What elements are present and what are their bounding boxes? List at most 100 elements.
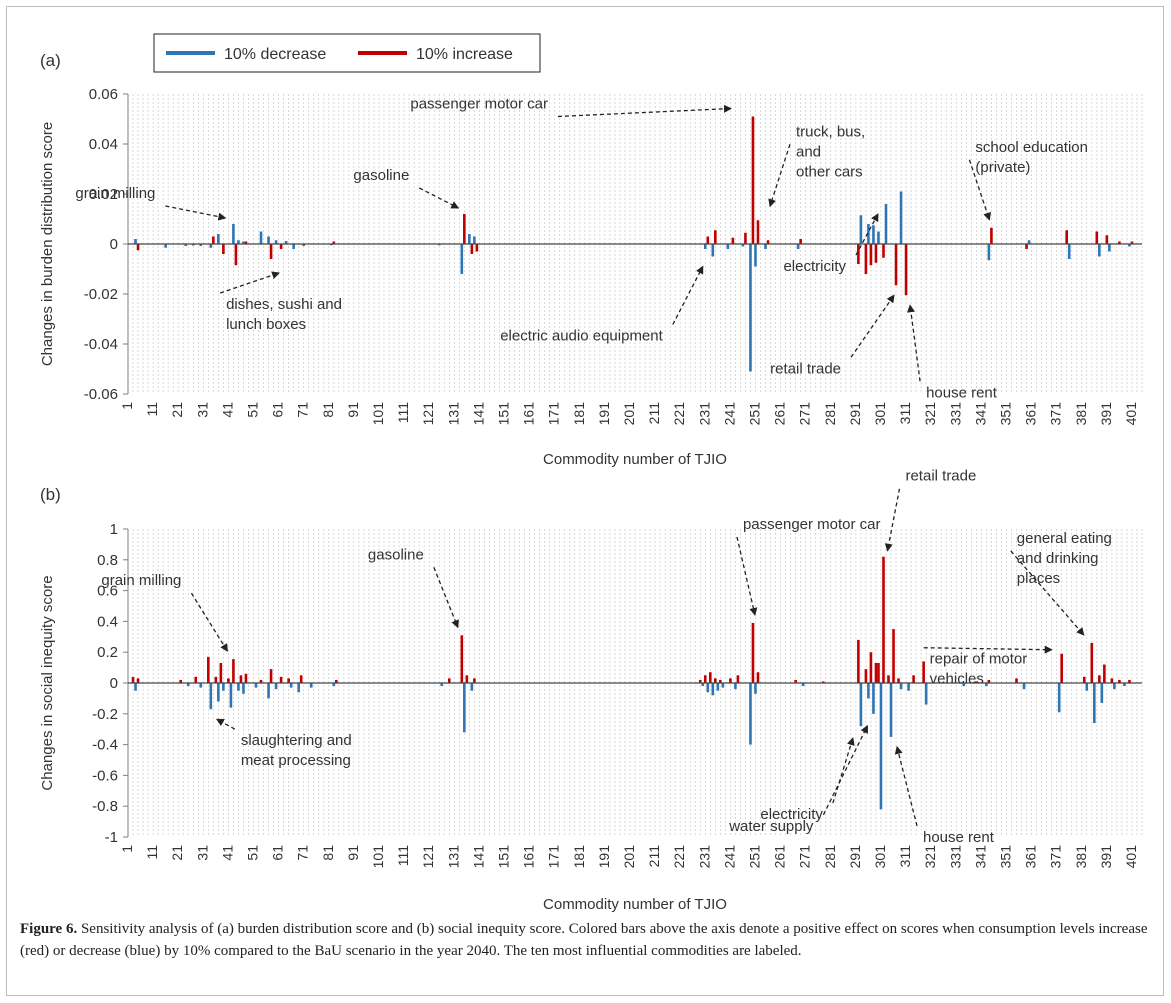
y-tick-label: 0.2 [97, 644, 118, 661]
bar [279, 676, 283, 683]
y-tick-label: -0.8 [92, 798, 118, 815]
bar [711, 244, 715, 257]
annotation-label: water supply [728, 818, 814, 835]
bar [184, 244, 188, 246]
x-tick-label: 21 [169, 402, 185, 418]
bar [1067, 244, 1071, 259]
bar [741, 244, 745, 247]
bar [821, 681, 825, 683]
bar [889, 683, 893, 737]
x-tick-label: 341 [972, 845, 988, 869]
bar [1057, 683, 1061, 713]
y-tick-label: -0.2 [92, 706, 118, 723]
bar [794, 679, 797, 683]
bar [229, 683, 233, 708]
bar [274, 240, 278, 244]
bar [1098, 244, 1101, 257]
bar [134, 239, 137, 244]
bar [199, 244, 203, 246]
x-tick-label: 111 [395, 402, 411, 423]
bar [267, 236, 270, 244]
bar [134, 683, 137, 691]
annotation-arrow [215, 718, 236, 730]
bar [217, 234, 220, 244]
chart-legend: 10% decrease 10% increase [153, 33, 541, 73]
x-tick-label: 311 [897, 402, 913, 425]
x-tick-label: 201 [621, 845, 637, 869]
x-tick-label: 31 [194, 402, 210, 418]
bar [1108, 244, 1111, 252]
x-tick-label: 101 [370, 402, 386, 426]
bar [899, 683, 903, 690]
x-tick-label: 61 [270, 402, 286, 418]
bar [706, 683, 710, 693]
x-tick-label: 251 [746, 402, 762, 426]
bar [269, 669, 273, 683]
x-tick-label: 281 [822, 845, 838, 869]
x-tick-label: 261 [772, 402, 788, 426]
x-tick-label: 241 [721, 845, 737, 869]
x-tick-label: 1 [119, 402, 135, 410]
annotation-label: gasoline [353, 167, 409, 184]
annotation-arrow [968, 159, 991, 221]
bar [1128, 244, 1131, 247]
bar [1098, 675, 1101, 683]
bar [756, 672, 760, 683]
x-tick-label: 11 [144, 845, 160, 860]
annotation-arrow [419, 187, 460, 209]
bar [714, 230, 717, 244]
bar [796, 244, 800, 249]
annotation-arrow [736, 536, 758, 616]
x-tick-label: 271 [797, 402, 813, 426]
x-tick-label: 161 [521, 845, 537, 869]
panel-label: (b) [40, 485, 61, 504]
legend-label-decrease: 10% decrease [224, 46, 326, 63]
y-tick-label: -0.06 [84, 386, 118, 403]
x-tick-label: 361 [1023, 402, 1039, 426]
bar [1025, 244, 1028, 249]
x-tick-label: 51 [244, 845, 260, 861]
bar [801, 683, 805, 687]
bar [460, 635, 464, 683]
x-tick-label: 131 [445, 845, 461, 869]
bar [698, 679, 702, 683]
bar [897, 678, 900, 683]
bar [242, 241, 245, 244]
x-tick-label: 41 [219, 402, 235, 418]
annotation-label: dishes, sushi and lunch boxes [226, 296, 342, 333]
bar [470, 683, 474, 691]
bar [726, 244, 730, 249]
series-decrease [134, 191, 1131, 372]
annotation-arrow [557, 104, 732, 118]
x-tick-label: 151 [495, 845, 511, 869]
bar [714, 678, 717, 683]
x-tick-label: 11 [144, 402, 160, 417]
annotation-arrow [165, 205, 227, 221]
annotation-arrow [768, 144, 791, 208]
chart-panel-b: (b) -1 -0.8 -0.6 -0.4 -0.2 0 0.2 0.4 0.6 0.8 1 Chang… [39, 468, 1143, 912]
x-tick-label: 401 [1123, 845, 1139, 869]
bar [214, 676, 218, 683]
x-tick-label: 71 [295, 845, 311, 861]
x-tick-label: 21 [169, 845, 185, 861]
bar [721, 683, 725, 688]
x-tick-label: 291 [847, 402, 863, 426]
bar [867, 224, 870, 244]
bar [766, 240, 770, 244]
y-tick-label: 0 [110, 236, 118, 253]
y-tick-label: 0 [110, 675, 118, 692]
bar [1027, 240, 1031, 244]
bar [1105, 235, 1109, 244]
x-tick-label: 171 [546, 845, 562, 869]
y-tick-label: 0.8 [97, 552, 118, 569]
bar [729, 678, 732, 683]
annotation-label: repair of motor vehicles [930, 651, 1028, 688]
bar [1123, 683, 1126, 687]
bar [470, 244, 474, 254]
caption-label: Figure 6. [20, 921, 78, 937]
bar [703, 244, 707, 249]
bar [259, 231, 263, 244]
annotation-label: school education (private) [975, 139, 1088, 176]
x-tick-label: 331 [947, 845, 963, 869]
bar [1095, 231, 1099, 244]
